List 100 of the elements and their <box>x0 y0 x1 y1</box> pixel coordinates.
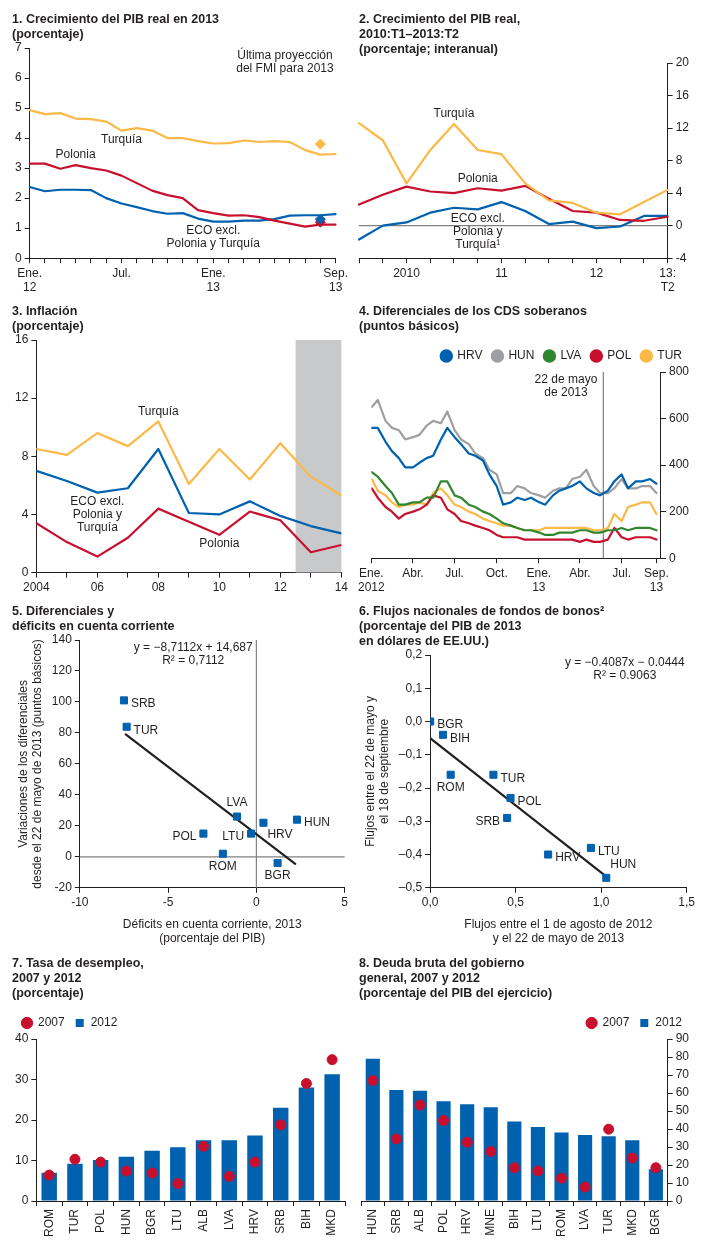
x-tick-label: 1,0 <box>592 895 610 910</box>
legend-label: 2012 <box>90 1015 118 1030</box>
y-tick-label: –0,4 <box>398 846 423 861</box>
point <box>508 1162 520 1174</box>
y2-tick-label: 800 <box>668 364 690 379</box>
legend-label: 2012 <box>655 1015 683 1030</box>
x-tick-label: LVA <box>221 1209 236 1230</box>
y2-tick-label: 50 <box>675 1103 690 1118</box>
x-tick-label: Jul. <box>445 565 464 580</box>
annotation: LVA <box>226 794 248 809</box>
legend-label: HUN <box>508 348 535 363</box>
y-tick-label: 60 <box>58 756 73 771</box>
y-tick-label: –0,2 <box>398 780 423 795</box>
point <box>172 1178 184 1190</box>
y-tick-label: 4 <box>21 506 29 521</box>
series-label: ECO excl. Polonia y Turquía <box>70 493 125 534</box>
y-tick-label: 7 <box>14 40 22 55</box>
point <box>122 722 131 731</box>
x-tick-label: TUR <box>600 1208 615 1234</box>
point <box>626 1152 638 1164</box>
x-tick-label: 14 <box>334 580 349 595</box>
annotation: TUR <box>133 722 159 737</box>
point <box>532 1165 544 1177</box>
y-tick-label: 8 <box>21 448 29 463</box>
legend-label: LVA <box>560 348 582 363</box>
x-tick-label: HRV <box>247 1209 262 1235</box>
legend-label: 2007 <box>602 1015 630 1030</box>
point <box>119 696 128 705</box>
y-axis-title: Variaciones de los diferenciales desde el 22 de mayo de 2013 (puntos básicos) <box>15 639 44 889</box>
bar <box>554 1132 569 1201</box>
annotation: SRB <box>475 813 501 828</box>
y-tick-label: 6 <box>14 70 22 85</box>
y-tick-label: 5 <box>14 100 22 115</box>
bar <box>324 1074 340 1201</box>
point <box>95 1156 107 1168</box>
point <box>218 849 227 858</box>
point <box>273 858 282 868</box>
x-tick-label: POL <box>92 1208 107 1234</box>
point <box>544 850 553 859</box>
point <box>199 829 208 838</box>
x-tick-label: HUN <box>365 1209 380 1235</box>
y-tick-label: 1 <box>14 220 22 235</box>
annotation: y = −8,7112x + 14,687 R² = 0,7112 <box>133 640 253 668</box>
y2-tick-label: 16 <box>675 87 690 102</box>
point <box>120 1165 132 1177</box>
y-tick-label: 40 <box>14 1031 29 1046</box>
y2-tick-label: 600 <box>668 410 690 425</box>
bar <box>389 1090 404 1201</box>
bar <box>365 1058 380 1201</box>
point <box>556 1172 567 1184</box>
series-label: ECO excl. Polonia y Turquía¹ <box>450 210 505 251</box>
x-tick-label: 2004 <box>23 580 51 595</box>
x-tick-label: 1,5 <box>678 895 696 910</box>
y-tick-label: 0 <box>65 849 73 864</box>
annotation: ROM <box>208 859 237 874</box>
point <box>43 1169 55 1181</box>
bar <box>272 1107 289 1201</box>
x-tick-label: Abr. <box>569 565 591 580</box>
x-tick-label: Jul. <box>612 565 631 580</box>
x-tick-label: ALB <box>412 1209 427 1232</box>
bar <box>298 1087 315 1201</box>
point <box>489 770 498 779</box>
annotation: POL <box>172 829 197 844</box>
point <box>650 1162 662 1174</box>
y-tick-label: 0,1 <box>405 680 423 695</box>
chart-title: 7. Tasa de desempleo, 2007 y 2012 (porcentaje) <box>12 955 144 1000</box>
y2-tick-label: 20 <box>675 55 690 70</box>
series-label: Polonia <box>55 147 96 162</box>
x-tick-label: -5 <box>162 895 174 910</box>
x-tick-label: 2010 <box>393 265 421 280</box>
x-tick-label: BIH <box>298 1209 313 1230</box>
legend-label: TUR <box>657 348 683 363</box>
point <box>367 1075 379 1087</box>
x-tick-label: Sep. 13 <box>644 565 669 595</box>
x-tick-label: MKD <box>624 1208 639 1236</box>
x-tick-label: 11 <box>495 265 508 280</box>
x-tick-label: 13: T2 <box>659 265 676 295</box>
point <box>292 815 302 824</box>
annotation: Última proyección del FMI para 2013 <box>236 47 334 76</box>
annotation: POL <box>517 793 542 808</box>
y2-tick-label: 20 <box>675 1157 690 1172</box>
x-tick-label: BGR <box>144 1208 159 1236</box>
legend-label: 2007 <box>38 1015 66 1030</box>
chart-title: 4. Diferenciales de los CDS soberanos (puntos básicos) <box>359 303 587 333</box>
y-tick-label: 4 <box>14 130 22 145</box>
annotation: BIH <box>449 730 470 745</box>
annotation: BGR <box>264 868 291 883</box>
x-tick-label: ROM <box>41 1209 56 1237</box>
y-tick-label: 0,2 <box>405 647 423 662</box>
y-tick-label: 0,0 <box>405 713 423 728</box>
y-tick-label: 16 <box>14 332 29 347</box>
x-tick-label: POL <box>435 1208 450 1234</box>
y2-tick-label: 40 <box>675 1121 690 1136</box>
x-tick-label: Jul. <box>112 265 131 280</box>
y-tick-label: 12 <box>14 390 29 405</box>
x-tick-label: SRB <box>273 1209 288 1234</box>
y2-tick-label: 12 <box>675 120 690 135</box>
x-axis-title: Flujos entre el 1 de agosto de 2012 y el 22 de mayo de 2013 <box>464 916 653 946</box>
y2-tick-label: 30 <box>675 1139 690 1154</box>
point <box>503 813 512 822</box>
